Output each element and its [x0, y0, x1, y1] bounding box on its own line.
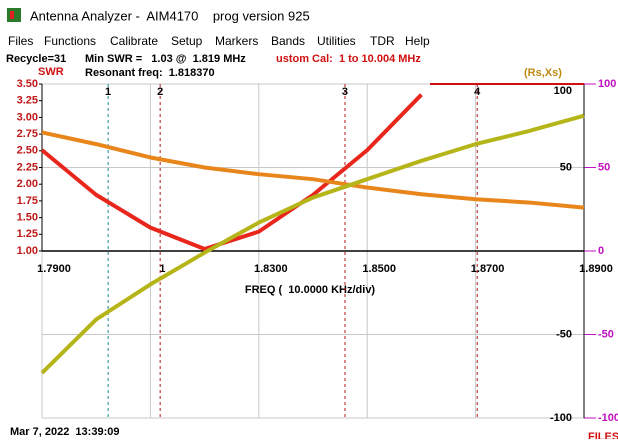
- y-tick-label: 3.00: [17, 111, 38, 123]
- files-label[interactable]: FILES: [588, 431, 618, 443]
- y-tick-label: 1.75: [17, 195, 38, 207]
- y2-tick-label: 100: [598, 78, 616, 90]
- y2-tick-label: 50: [598, 161, 610, 173]
- menu: Files Functions Calibrate Setup Markers Bands…: [8, 34, 430, 48]
- inner-y2-label: 100: [554, 85, 572, 97]
- y-tick-label: 3.25: [17, 95, 38, 107]
- y-tick-label: 2.25: [17, 161, 38, 173]
- menu-item[interactable]: Help: [405, 34, 430, 48]
- app-icon-detail: [10, 11, 14, 19]
- series-line: [40, 93, 423, 251]
- x-tick-label: 1.8700: [471, 263, 505, 275]
- window-title: Antenna Analyzer - AIM4170 prog version …: [30, 8, 310, 23]
- y-tick-label: 3.50: [17, 78, 38, 90]
- inner-y2-label: -100: [550, 412, 572, 424]
- recycle: Recycle=31: [6, 53, 66, 65]
- timestamp: Mar 7, 2022 13:39:09: [10, 426, 119, 438]
- min-swr: Min SWR = 1.03 @ 1.819 MHz: [85, 53, 246, 65]
- y-tick-label: 1.25: [17, 228, 38, 240]
- menu-bar: [0, 32, 618, 51]
- y-tick-label: 1.00: [17, 245, 38, 257]
- inner-y2-label: -50: [556, 328, 572, 340]
- y-tick-label: 2.00: [17, 178, 38, 190]
- x-tick-label: 1.8500: [362, 263, 396, 275]
- menu-item[interactable]: Setup: [171, 34, 203, 48]
- y2-tick-label: -50: [598, 328, 614, 340]
- y-tick-label: 2.75: [17, 128, 38, 140]
- rsxs-axis-label: (Rs,Xs): [524, 67, 562, 79]
- marker-label: 2: [157, 86, 163, 98]
- menu-item[interactable]: Files: [8, 34, 33, 48]
- x-tick-label: 1.8900: [579, 263, 613, 275]
- series-line: [41, 130, 585, 210]
- menu-item[interactable]: Functions: [44, 34, 96, 48]
- y-tick-label: 2.50: [17, 145, 38, 157]
- y2-tick-label: -100: [598, 412, 618, 424]
- swr-axis-label: SWR: [38, 66, 64, 78]
- y2-tick-label: 0: [598, 245, 604, 257]
- custom-cal: ustom Cal: 1 to 10.004 MHz: [276, 53, 421, 65]
- title-bar: [0, 0, 618, 32]
- x-axis-label: FREQ ( 10.0000 KHz/div): [245, 284, 376, 296]
- menu-item[interactable]: Calibrate: [110, 34, 158, 48]
- menu-item[interactable]: Markers: [215, 34, 258, 48]
- marker-label: 4: [474, 86, 481, 98]
- marker-label: 1: [105, 86, 111, 98]
- inner-y2-label: 50: [560, 161, 572, 173]
- marker-label: 3: [342, 86, 348, 98]
- x-tick-label: 1: [159, 263, 165, 275]
- series-line: [40, 113, 585, 375]
- y-tick-label: 1.50: [17, 212, 38, 224]
- menu-item[interactable]: Bands: [271, 34, 305, 48]
- plot: 3.50 3.25 3.00 2.75 2.50 2.25 2.00 1.75 1.50 1.25…: [17, 78, 618, 424]
- menu-item[interactable]: Utilities: [317, 34, 356, 48]
- x-tick-label: 1.7900: [37, 263, 71, 275]
- menu-item[interactable]: TDR: [370, 34, 395, 48]
- resonant-freq: Resonant freq: 1.818370: [85, 67, 215, 79]
- x-tick-label: 1.8300: [254, 263, 288, 275]
